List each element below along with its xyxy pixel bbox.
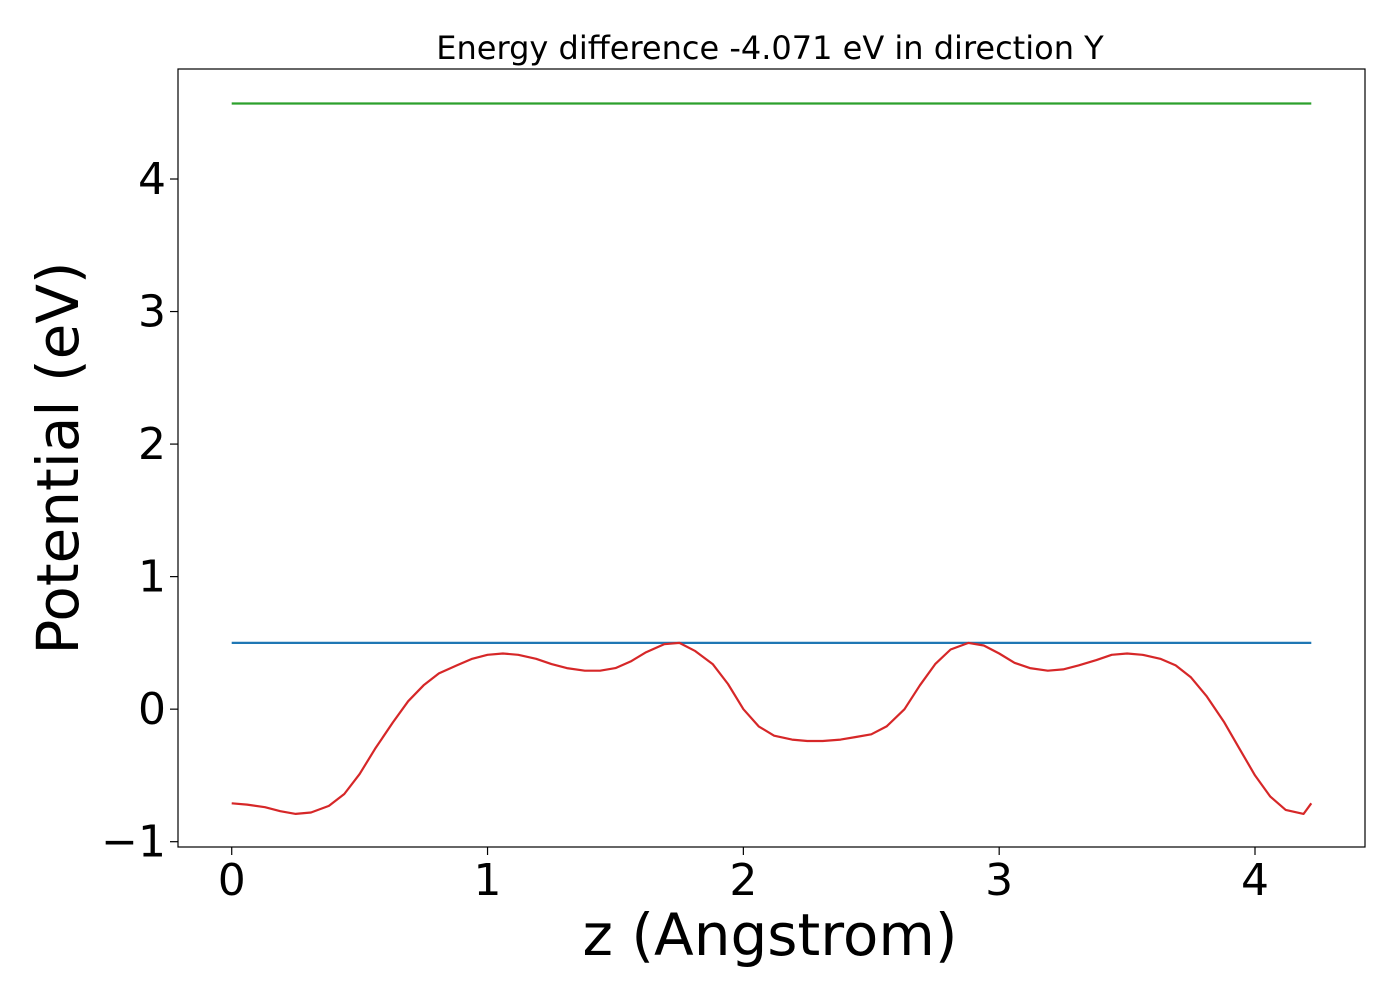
x-tick-label: 2 — [729, 855, 757, 906]
x-tick-label: 3 — [985, 855, 1013, 906]
plot-background — [178, 69, 1365, 847]
x-axis-label: z (Angstrom) — [583, 901, 958, 969]
chart-title: Energy difference -4.071 eV in direction… — [436, 29, 1104, 67]
y-tick-label: 4 — [138, 154, 166, 205]
y-axis-label: Potential (eV) — [24, 261, 92, 654]
y-tick-label: 0 — [138, 684, 166, 735]
x-axis-ticks: 0 1 2 3 4 — [218, 847, 1269, 906]
x-tick-label: 1 — [474, 855, 502, 906]
x-tick-label: 0 — [218, 855, 246, 906]
x-tick-label: 4 — [1241, 855, 1269, 906]
y-tick-label: 1 — [138, 552, 166, 603]
series-line-2 — [231, 641, 1313, 816]
y-tick-label: 3 — [138, 287, 166, 338]
y-tick-label: −1 — [101, 817, 166, 868]
series-layer — [231, 102, 1313, 816]
y-tick-label: 2 — [138, 419, 166, 470]
plot-frame — [177, 68, 1366, 848]
y-axis-ticks: −1 0 1 2 3 4 — [101, 154, 178, 868]
